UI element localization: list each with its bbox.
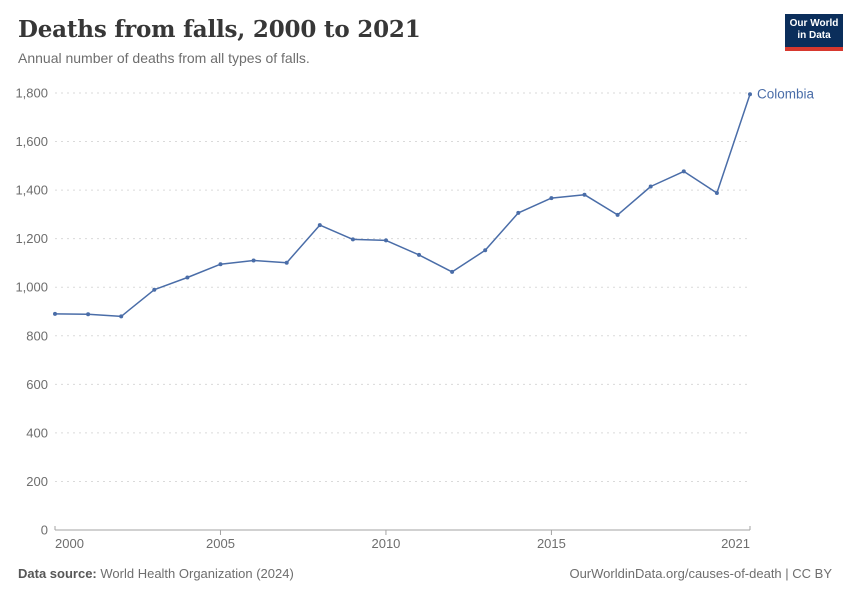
- y-tick-label: 1,000: [15, 280, 48, 295]
- y-axis-labels: 0 200 400 600 800 1,000 1,200 1,400 1,600 1,800: [15, 86, 48, 538]
- data-point[interactable]: [86, 312, 91, 317]
- x-tick-label: 2021: [721, 536, 750, 551]
- y-tick-label: 0: [41, 523, 48, 538]
- owid-logo: Our World in Data: [785, 14, 843, 51]
- y-tick-label: 400: [26, 425, 48, 440]
- x-tick-label: 2000: [55, 536, 84, 551]
- colombia-points: [53, 92, 752, 319]
- data-point[interactable]: [748, 92, 752, 97]
- chart-footer: Data source: World Health Organization (…: [18, 566, 832, 581]
- data-point[interactable]: [119, 314, 124, 319]
- chart-subtitle: Annual number of deaths from all types o…: [18, 50, 310, 66]
- colombia-line[interactable]: [54, 93, 751, 318]
- data-point[interactable]: [350, 237, 355, 242]
- data-point[interactable]: [516, 210, 521, 215]
- data-point[interactable]: [582, 192, 587, 197]
- owid-logo-line2: in Data: [797, 30, 831, 41]
- data-point[interactable]: [450, 269, 455, 274]
- data-point[interactable]: [549, 196, 554, 201]
- data-point[interactable]: [53, 311, 57, 316]
- data-point[interactable]: [251, 258, 256, 263]
- data-point[interactable]: [648, 184, 653, 189]
- data-point[interactable]: [681, 169, 686, 174]
- data-source-label: Data source:: [18, 566, 97, 581]
- data-source-value: World Health Organization (2024): [100, 566, 294, 581]
- data-point[interactable]: [384, 238, 388, 243]
- data-point[interactable]: [284, 260, 289, 265]
- data-point[interactable]: [185, 275, 190, 280]
- chart-header: Deaths from falls, 2000 to 2021 Annual n…: [18, 16, 740, 66]
- data-point[interactable]: [714, 191, 719, 195]
- data-point[interactable]: [152, 287, 157, 292]
- y-tick-label: 200: [26, 474, 48, 489]
- owid-logo-line1: Our World: [789, 18, 839, 29]
- x-axis: 2000 2005 2010 2015 2021: [54, 526, 751, 551]
- data-point[interactable]: [615, 212, 620, 217]
- y-tick-label: 1,600: [15, 134, 48, 149]
- y-tick-label: 800: [26, 328, 48, 343]
- credit-link[interactable]: OurWorldinData.org/causes-of-death | CC …: [569, 566, 832, 581]
- line-chart: 0 200 400 600 800 1,000 1,200 1,400 1,600 1,800 20…: [15, 86, 815, 552]
- y-tick-label: 1,400: [15, 183, 48, 198]
- x-tick-label: 2005: [206, 536, 235, 551]
- y-tick-label: 1,800: [15, 86, 48, 101]
- data-point[interactable]: [417, 252, 421, 257]
- x-tick-label: 2015: [537, 536, 566, 551]
- data-point[interactable]: [483, 248, 488, 253]
- x-tick-label: 2010: [371, 536, 400, 551]
- page-title: Deaths from falls, 2000 to 2021: [18, 16, 421, 43]
- y-tick-label: 600: [26, 377, 48, 392]
- entity-label-colombia[interactable]: Colombia: [757, 87, 815, 102]
- y-tick-label: 1,200: [15, 231, 48, 246]
- gridlines: [55, 92, 747, 482]
- data-point[interactable]: [218, 262, 223, 267]
- data-source: Data source: World Health Organization (…: [18, 566, 294, 581]
- data-point[interactable]: [317, 223, 322, 228]
